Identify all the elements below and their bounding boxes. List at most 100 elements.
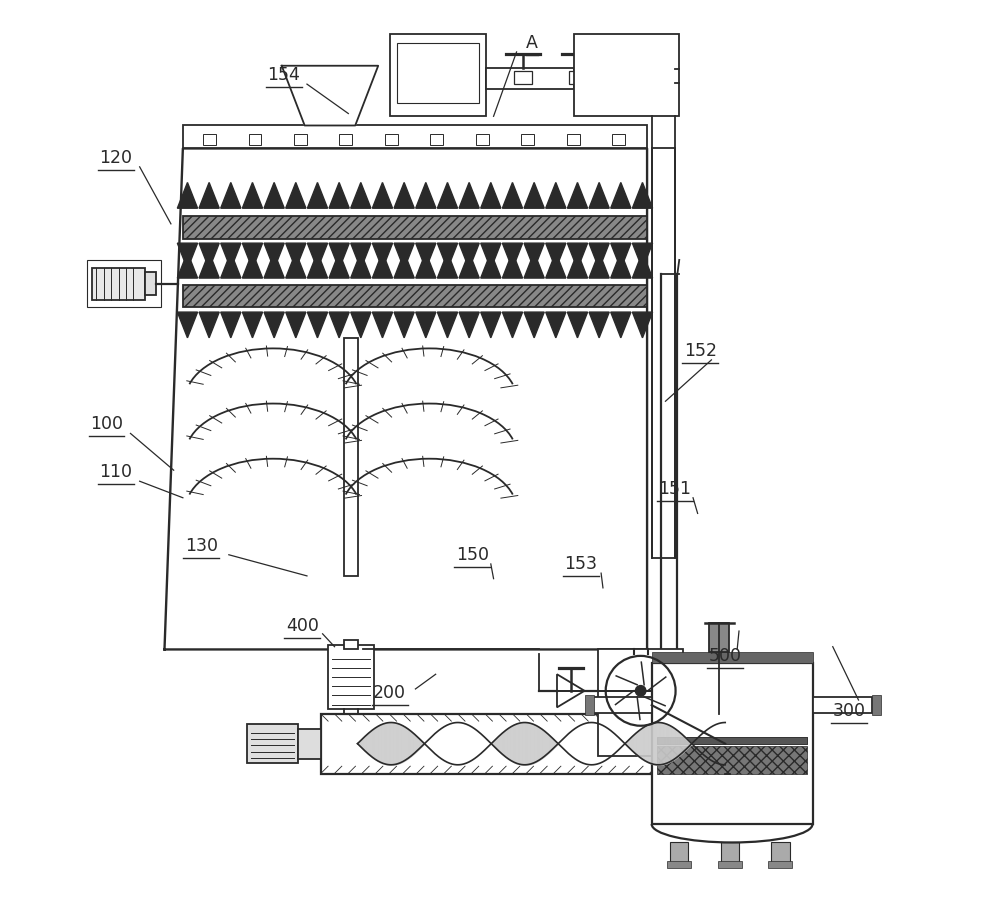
Polygon shape [264, 243, 284, 269]
Polygon shape [199, 312, 219, 337]
Polygon shape [242, 183, 263, 208]
Polygon shape [372, 183, 393, 208]
Polygon shape [502, 243, 523, 269]
Bar [339, 134, 352, 145]
Polygon shape [632, 312, 653, 337]
Polygon shape [177, 243, 198, 269]
Polygon shape [372, 243, 393, 269]
Polygon shape [372, 312, 393, 337]
Text: 153: 153 [564, 555, 597, 573]
Polygon shape [286, 253, 306, 278]
Polygon shape [567, 243, 588, 269]
Bar [344, 337, 358, 576]
Polygon shape [611, 312, 631, 337]
Text: 500: 500 [709, 647, 742, 665]
Polygon shape [567, 253, 588, 278]
Bar [709, 622, 729, 652]
Bar [598, 648, 683, 756]
Polygon shape [524, 253, 544, 278]
Polygon shape [329, 183, 349, 208]
Polygon shape [481, 183, 501, 208]
Bar [183, 125, 647, 148]
Bar [294, 134, 307, 145]
Bar [247, 725, 298, 763]
Bar [667, 861, 691, 869]
Polygon shape [329, 243, 349, 269]
Polygon shape [611, 183, 631, 208]
Text: 100: 100 [90, 415, 123, 433]
Polygon shape [221, 183, 241, 208]
Polygon shape [481, 243, 501, 269]
Text: 110: 110 [99, 463, 132, 481]
Polygon shape [632, 253, 653, 278]
Text: A: A [526, 34, 538, 52]
Polygon shape [307, 183, 328, 208]
Polygon shape [307, 312, 328, 337]
Polygon shape [394, 243, 414, 269]
Polygon shape [632, 243, 653, 269]
Bar [718, 861, 742, 869]
Bar [430, 134, 443, 145]
Bar [592, 697, 652, 714]
Bar [657, 737, 807, 744]
Polygon shape [242, 243, 263, 269]
Polygon shape [307, 253, 328, 278]
Polygon shape [567, 312, 588, 337]
Polygon shape [459, 243, 479, 269]
Polygon shape [264, 183, 284, 208]
Text: 120: 120 [99, 148, 132, 167]
Polygon shape [282, 65, 378, 125]
Bar [183, 285, 647, 308]
Bar [321, 714, 725, 774]
Text: 152: 152 [684, 342, 717, 360]
Polygon shape [437, 183, 458, 208]
Polygon shape [567, 183, 588, 208]
Bar [768, 861, 792, 869]
Polygon shape [524, 243, 544, 269]
Bar [652, 663, 813, 824]
Polygon shape [437, 312, 458, 337]
Text: 154: 154 [268, 66, 300, 84]
Polygon shape [307, 243, 328, 269]
Bar [721, 843, 739, 866]
Polygon shape [177, 312, 198, 337]
Polygon shape [524, 312, 544, 337]
Polygon shape [502, 312, 523, 337]
Polygon shape [242, 253, 263, 278]
Bar [87, 260, 161, 307]
Polygon shape [221, 312, 241, 337]
Polygon shape [242, 312, 263, 337]
Polygon shape [199, 243, 219, 269]
Bar [612, 134, 625, 145]
Polygon shape [589, 243, 609, 269]
Polygon shape [524, 183, 544, 208]
Text: 150: 150 [456, 546, 489, 563]
Polygon shape [459, 312, 479, 337]
Text: 300: 300 [833, 702, 866, 720]
Bar [344, 640, 358, 649]
Polygon shape [286, 312, 306, 337]
Polygon shape [264, 312, 284, 337]
Polygon shape [199, 253, 219, 278]
Polygon shape [546, 183, 566, 208]
Bar [652, 652, 813, 663]
Polygon shape [632, 183, 653, 208]
Polygon shape [502, 183, 523, 208]
Text: 130: 130 [185, 537, 218, 554]
Polygon shape [286, 183, 306, 208]
Bar [567, 134, 580, 145]
Polygon shape [459, 183, 479, 208]
Polygon shape [589, 253, 609, 278]
Polygon shape [437, 243, 458, 269]
Polygon shape [177, 253, 198, 278]
Bar [486, 68, 574, 89]
Bar [657, 737, 807, 744]
Polygon shape [199, 183, 219, 208]
Bar [183, 216, 647, 239]
Polygon shape [481, 312, 501, 337]
Polygon shape [351, 183, 371, 208]
Bar [657, 746, 807, 774]
Bar [585, 695, 594, 715]
Polygon shape [329, 253, 349, 278]
Polygon shape [329, 312, 349, 337]
